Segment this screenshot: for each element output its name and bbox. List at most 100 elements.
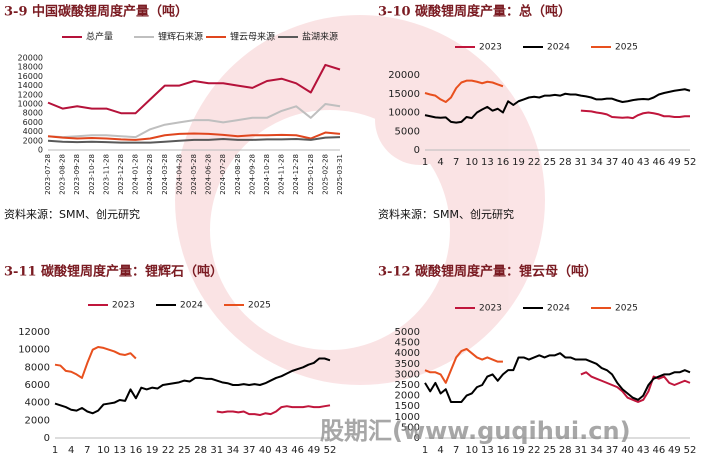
x-tick-label: 43 xyxy=(637,157,650,168)
x-tick-label: 10 xyxy=(465,157,478,168)
y-tick-label: 3000 xyxy=(395,369,420,380)
legend-label: 2025 xyxy=(615,43,638,53)
x-tick-label: 2024-04-28 xyxy=(175,154,183,195)
x-tick-label: 34 xyxy=(590,157,603,168)
x-tick-label: 43 xyxy=(275,445,288,456)
x-tick-label: 28 xyxy=(559,445,572,456)
x-tick-label: 2023-11-28 xyxy=(102,154,110,195)
y-tick-label: 0 xyxy=(44,433,50,444)
y-tick-label: 4000 xyxy=(25,398,50,409)
x-tick-label: 25 xyxy=(543,445,556,456)
y-tick-label: 4500 xyxy=(395,338,420,349)
series-line xyxy=(54,346,137,379)
x-tick-label: 2023-07-28 xyxy=(44,154,52,195)
x-tick-label: 7 xyxy=(84,445,90,456)
series-line xyxy=(424,347,503,384)
y-tick-label: 10000 xyxy=(18,345,50,356)
x-tick-label: 16 xyxy=(497,157,510,168)
x-tick-label: 13 xyxy=(481,157,494,168)
y-tick-label: 2000 xyxy=(395,391,420,402)
x-tick-label: 16 xyxy=(497,445,510,456)
x-tick-label: 10 xyxy=(465,445,478,456)
y-tick-label: 0 xyxy=(414,145,420,156)
y-tick-label: 6000 xyxy=(25,380,50,391)
legend-label: 2024 xyxy=(547,304,570,314)
series-line xyxy=(47,63,341,115)
y-tick-label: 1500 xyxy=(395,401,420,412)
x-tick-label: 2023-08-28 xyxy=(59,154,67,195)
y-tick-label: 0 xyxy=(414,433,420,444)
series-line xyxy=(47,131,341,141)
series-line xyxy=(580,371,691,403)
legend-label: 锂辉石来源 xyxy=(158,31,203,43)
x-tick-label: 34 xyxy=(227,445,240,456)
x-tick-label: 4 xyxy=(68,445,74,456)
series-line xyxy=(580,109,690,120)
y-tick-label: 3500 xyxy=(395,359,420,370)
background-logo xyxy=(175,15,545,385)
legend-label: 2023 xyxy=(479,304,502,314)
y-tick-label: 10000 xyxy=(18,100,43,109)
y-tick-label: 500 xyxy=(401,422,420,433)
chart-title: 3-9 中国碳酸锂周度产量（吨） xyxy=(4,4,188,20)
x-tick-label: 2024-12-28 xyxy=(292,154,300,195)
chart-title: 3-11 碳酸锂周度产量：锂辉石（吨） xyxy=(4,264,223,280)
source-note: 资料来源：SMM、创元研究 xyxy=(378,207,514,221)
x-tick-label: 2024-02-28 xyxy=(146,154,154,195)
legend-label: 2025 xyxy=(248,301,271,311)
series-line xyxy=(54,357,331,415)
x-tick-label: 46 xyxy=(291,445,304,456)
y-tick-label: 6000 xyxy=(23,118,43,127)
x-tick-label: 2024-03-28 xyxy=(161,154,169,195)
x-tick-label: 2024-05-28 xyxy=(190,154,198,195)
x-tick-label: 52 xyxy=(684,445,697,456)
legend-label: 2024 xyxy=(547,43,570,53)
y-tick-label: 20000 xyxy=(18,54,43,63)
x-tick-label: 1 xyxy=(422,445,428,456)
x-tick-label: 49 xyxy=(307,445,320,456)
x-tick-label: 46 xyxy=(652,157,665,168)
x-tick-label: 43 xyxy=(637,445,650,456)
x-tick-label: 4 xyxy=(437,445,443,456)
y-tick-label: 1000 xyxy=(395,412,420,423)
y-tick-label: 20000 xyxy=(388,70,420,81)
x-tick-label: 2023-09-28 xyxy=(73,154,81,195)
x-tick-label: 2024-07-28 xyxy=(219,154,227,195)
x-tick-label: 40 xyxy=(621,445,634,456)
x-tick-label: 31 xyxy=(575,157,588,168)
x-tick-label: 2024-09-28 xyxy=(248,154,256,195)
x-tick-label: 2024-11-28 xyxy=(278,154,286,195)
x-tick-label: 25 xyxy=(543,157,556,168)
y-tick-label: 2000 xyxy=(23,136,43,145)
x-tick-label: 22 xyxy=(528,445,541,456)
x-tick-label: 46 xyxy=(652,445,665,456)
x-tick-label: 2025-01-28 xyxy=(307,154,315,195)
x-tick-label: 37 xyxy=(243,445,256,456)
x-tick-label: 7 xyxy=(453,157,459,168)
x-tick-label: 31 xyxy=(575,445,588,456)
y-tick-label: 8000 xyxy=(25,362,50,373)
y-tick-label: 15000 xyxy=(388,89,420,100)
legend-label: 总产量 xyxy=(86,31,113,43)
x-tick-label: 2023-10-28 xyxy=(88,154,96,195)
x-tick-label: 49 xyxy=(668,157,681,168)
source-note: 资料来源：SMM、创元研究 xyxy=(4,207,140,221)
x-tick-label: 2023-12-28 xyxy=(117,154,125,195)
y-tick-label: 2500 xyxy=(395,380,420,391)
x-tick-label: 2024-10-28 xyxy=(263,154,271,195)
chart-title: 3-10 碳酸锂周度产量：总（吨） xyxy=(378,4,571,20)
x-tick-label: 31 xyxy=(210,445,223,456)
legend-label: 盐湖来源 xyxy=(302,31,338,43)
x-tick-label: 1 xyxy=(422,157,428,168)
series-line xyxy=(216,404,331,417)
y-tick-label: 16000 xyxy=(18,72,43,81)
x-tick-label: 7 xyxy=(453,445,459,456)
x-tick-label: 28 xyxy=(559,157,572,168)
x-tick-label: 4 xyxy=(437,157,443,168)
legend-label: 锂云母来源 xyxy=(230,31,275,43)
x-tick-label: 2024-01-28 xyxy=(132,154,140,195)
x-tick-label: 16 xyxy=(130,445,143,456)
y-tick-label: 2000 xyxy=(25,415,50,426)
x-tick-label: 34 xyxy=(590,445,603,456)
x-tick-label: 19 xyxy=(146,445,159,456)
